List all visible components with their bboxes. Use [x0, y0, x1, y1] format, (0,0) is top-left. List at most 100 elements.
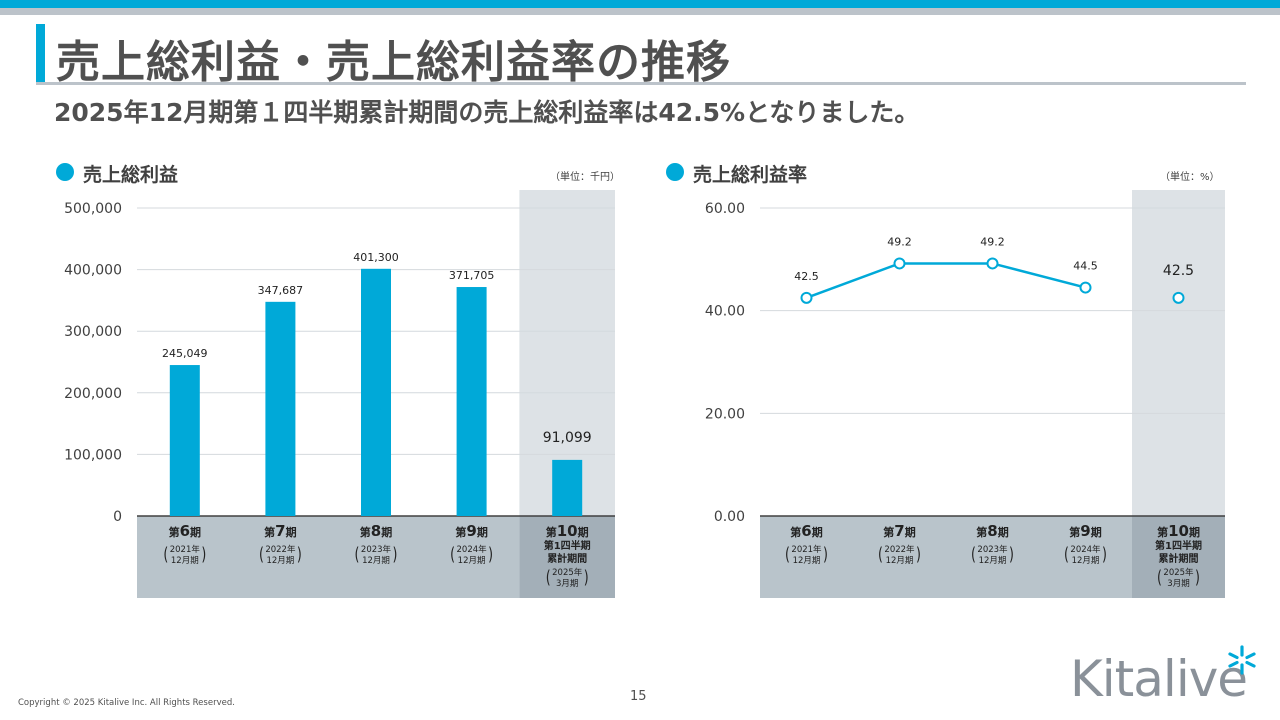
data-label: 44.5	[1073, 260, 1098, 273]
unit-label-gross-margin: （単位：%）	[1160, 172, 1220, 183]
category-paren-left: (	[1157, 567, 1162, 588]
category-month: 12月期	[979, 556, 1007, 566]
bar	[265, 301, 296, 516]
category-paren-left: (	[163, 544, 168, 565]
category-year: 2024年	[457, 544, 488, 555]
data-label: 347,687	[258, 284, 304, 297]
kitalive-logo: Kitalive	[1070, 640, 1260, 710]
y-tick-label: 300,000	[64, 324, 122, 340]
y-tick-label: 200,000	[64, 386, 122, 402]
y-tick-label: 20.00	[705, 406, 745, 422]
data-label: 401,300	[353, 251, 399, 264]
category-label: 第6期	[790, 522, 822, 540]
category-paren-left: (	[259, 544, 264, 565]
category-sublabel: 第1四半期	[1155, 539, 1202, 552]
category-band	[760, 516, 1132, 598]
category-label: 第10期	[1157, 522, 1200, 540]
category-label: 第10期	[546, 522, 589, 540]
category-sublabel: 累計期間	[547, 552, 587, 565]
category-paren-right: )	[393, 544, 398, 565]
category-paren-left: (	[450, 544, 455, 565]
category-sublabel: 第1四半期	[544, 539, 591, 552]
data-label: 42.5	[794, 270, 819, 283]
category-paren-left: (	[1064, 544, 1069, 565]
category-paren-right: )	[488, 544, 493, 565]
category-label: 第9期	[1069, 522, 1101, 540]
category-label: 第9期	[455, 522, 487, 540]
category-band-highlight	[519, 516, 615, 598]
copyright-text: Copyright © 2025 Kitalive Inc. All Right…	[18, 698, 235, 708]
category-year: 2024年	[1070, 544, 1101, 555]
category-month: 12月期	[171, 556, 199, 566]
category-month: 12月期	[1072, 556, 1100, 566]
y-tick-label: 500,000	[64, 201, 122, 217]
category-paren-left: (	[546, 567, 551, 588]
title-underline	[36, 82, 1246, 85]
category-month: 3月期	[1167, 579, 1189, 589]
category-sublabel: 累計期間	[1159, 552, 1199, 565]
series-line	[806, 262, 1086, 300]
category-paren-right: )	[1102, 544, 1107, 565]
y-tick-label: 100,000	[64, 447, 122, 463]
category-year: 2022年	[884, 544, 915, 555]
category-year: 2023年	[361, 544, 392, 555]
category-band-highlight	[1132, 516, 1225, 598]
gross-margin-line-chart: 0.0020.0040.0060.00第6期2021年12月期()第7期2022…	[705, 190, 1225, 598]
svg-text:Kitalive: Kitalive	[1070, 650, 1247, 706]
category-year: 2022年	[265, 544, 296, 555]
page-number: 15	[630, 689, 647, 704]
bar	[361, 268, 391, 516]
category-month: 12月期	[886, 556, 914, 566]
bullet-dot-icon	[56, 163, 74, 181]
bullet-dot-icon	[666, 163, 684, 181]
data-label: 49.2	[980, 235, 1005, 248]
data-point	[1079, 281, 1092, 294]
data-point	[986, 257, 999, 270]
category-paren-left: (	[785, 544, 790, 565]
data-label: 49.2	[887, 235, 912, 248]
category-year: 2025年	[552, 567, 583, 578]
category-label: 第8期	[976, 522, 1008, 540]
bar	[456, 287, 487, 516]
data-label: 91,099	[543, 430, 592, 446]
title-accent-mark	[36, 24, 45, 82]
category-paren-right: )	[201, 544, 206, 565]
bar	[552, 459, 583, 516]
category-year: 2025年	[1163, 567, 1194, 578]
data-point	[893, 257, 906, 270]
category-month: 12月期	[793, 556, 821, 566]
unit-label-gross-profit: （単位：千円）	[550, 172, 620, 183]
category-year: 2023年	[977, 544, 1008, 555]
data-label: 371,705	[449, 269, 495, 282]
category-month: 3月期	[556, 579, 578, 589]
category-label: 第8期	[360, 522, 392, 540]
category-paren-right: )	[916, 544, 921, 565]
gross-profit-bar-chart: 0 100,000 200,000 300,000 400,000 500,000 第6期 2…	[64, 190, 615, 598]
category-paren-left: (	[971, 544, 976, 565]
data-point	[1172, 291, 1185, 304]
category-label: 第6期	[169, 522, 201, 540]
data-label: 42.5	[1163, 263, 1194, 279]
page-subtitle: 2025年12月期第１四半期累計期間の売上総利益率は42.5%となりました。	[54, 98, 920, 127]
highlight-column-bg	[1132, 190, 1225, 516]
y-tick-label: 40.00	[705, 304, 745, 320]
chart-title-gross-margin: 売上総利益率	[693, 164, 808, 186]
category-month: 12月期	[266, 556, 294, 566]
category-paren-right: )	[1009, 544, 1014, 565]
chart-title-gross-profit: 売上総利益	[83, 164, 179, 186]
top-gray-bar	[0, 8, 1280, 15]
category-label: 第7期	[883, 522, 915, 540]
page-title: 売上総利益・売上総利益率の推移	[56, 37, 731, 88]
y-tick-label: 0.00	[714, 509, 745, 525]
data-label: 245,049	[162, 347, 208, 360]
category-year: 2021年	[170, 544, 201, 555]
top-accent-bar	[0, 0, 1280, 8]
category-month: 12月期	[458, 556, 486, 566]
y-tick-label: 0	[113, 509, 122, 525]
bar	[169, 365, 200, 516]
category-year: 2021年	[791, 544, 822, 555]
category-month: 12月期	[362, 556, 390, 566]
category-paren-right: )	[1195, 567, 1200, 588]
category-band	[137, 516, 520, 598]
category-paren-left: (	[355, 544, 360, 565]
